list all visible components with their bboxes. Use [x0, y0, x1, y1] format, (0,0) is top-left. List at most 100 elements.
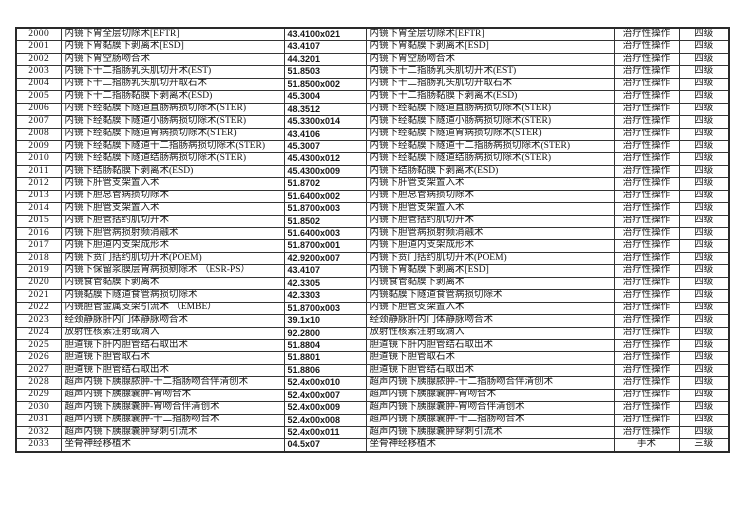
table-row: 2006 内镜下经黏膜下隧道直肠病损切除术(STER) 48.3512 内镜下经黏膜下… [15, 102, 730, 117]
row-number-cell: 2012 [15, 177, 62, 191]
standard-name-cell: 内镜下经黏膜下隧道十二指肠病损切除术(STER) [365, 139, 615, 154]
level-cell: 四级 [678, 264, 730, 278]
row-number-cell: 2004 [15, 77, 62, 92]
level-cell: 四级 [678, 115, 730, 129]
category-cell: 治疗性操作 [613, 52, 680, 67]
category-cell: 治疗性操作 [613, 301, 680, 316]
level-cell: 四级 [678, 413, 730, 428]
table-row: 2026 胆道镜下胆管取石术 51.8801 胆道镜下胆管取石术 治疗性操作 四级 [15, 351, 730, 365]
row-number-cell: 2011 [15, 164, 62, 179]
category-cell: 手术 [613, 438, 680, 453]
category-cell: 治疗性操作 [613, 351, 680, 365]
standard-name-cell: 超声内镜下胰腺囊肿-胃吻合术 [365, 388, 615, 403]
standard-name-cell: 内镜下胆总管病损切除术 [365, 189, 615, 204]
standard-name-cell: 内镜下十二指肠黏膜下剥离术(ESD) [365, 90, 615, 104]
procedure-code-cell: 51.8500x002 [283, 77, 367, 92]
level-cell: 四级 [678, 251, 730, 266]
table-row: 2030 超声内镜下胰腺囊肿-胃吻合伴清创术 52.4x00x009 超声内镜下胰腺囊… [15, 401, 730, 415]
category-cell: 治疗性操作 [613, 214, 680, 229]
table-row: 2005 内镜下十二指肠黏膜下剥离术(ESD) 45.3004 内镜下十二指肠黏膜下剥… [15, 90, 730, 104]
procedure-code-cell: 43.4107 [283, 264, 367, 278]
category-cell: 治疗性操作 [613, 326, 680, 340]
procedure-code-cell: 45.3300x014 [283, 115, 367, 129]
row-number-cell: 2025 [15, 338, 62, 353]
procedure-code-cell: 48.3512 [283, 102, 367, 117]
row-number-cell: 2007 [15, 115, 62, 129]
procedure-code-cell: 45.3007 [283, 139, 367, 154]
table-row: 2022 内镜胆管金属支架引流术 （EMBE） 51.8700x003 内镜下胆管支架… [15, 301, 730, 316]
row-number-cell: 2022 [15, 301, 62, 316]
row-number-cell: 2006 [15, 102, 62, 117]
procedure-code-cell: 52.4x00x009 [283, 401, 367, 415]
table-row: 2027 胆道镜下胆管结石取出术 51.8806 胆道镜下胆管结石取出术 治疗性操作 四级 [15, 363, 730, 378]
table-row: 2013 内镜下胆总管病损切除术 51.6400x002 内镜下胆总管病损切除术 治疗性… [15, 189, 730, 204]
row-number-cell: 2015 [15, 214, 62, 229]
category-cell: 治疗性操作 [613, 115, 680, 129]
procedure-code-cell: 43.4106 [283, 127, 367, 141]
category-cell: 治疗性操作 [613, 376, 680, 390]
level-cell: 四级 [678, 189, 730, 204]
row-number-cell: 2013 [15, 189, 62, 204]
standard-name-cell: 内镜黏膜下隧道食管病损切除术 [365, 289, 615, 303]
procedure-code-cell: 51.6400x003 [283, 226, 367, 241]
standard-name-cell: 经颈静脉肝内门体静脉吻合术 [365, 314, 615, 328]
row-number-cell: 2000 [15, 27, 62, 42]
procedure-name-cell: 胆道镜下胆管取石术 [60, 351, 285, 365]
level-cell: 四级 [678, 214, 730, 229]
standard-name-cell: 内镜下十二指肠乳头肌切开术(EST) [365, 65, 615, 79]
category-cell: 治疗性操作 [613, 202, 680, 216]
level-cell: 四级 [678, 139, 730, 154]
procedure-code-cell: 42.3303 [283, 289, 367, 303]
row-number-cell: 2008 [15, 127, 62, 141]
procedure-code-cell: 51.8801 [283, 351, 367, 365]
category-cell: 治疗性操作 [613, 425, 680, 440]
row-number-cell: 2033 [15, 438, 62, 453]
procedure-name-cell: 内镜下胃黏膜下剥离术[ESD] [60, 40, 285, 54]
level-cell: 四级 [678, 388, 730, 403]
procedure-name-cell: 放射性核素注射或滴入 [60, 326, 285, 340]
category-cell: 治疗性操作 [613, 177, 680, 191]
table-row: 2010 内镜下经黏膜下隧道结肠病损切除术(STER) 45.4300x012 内镜下… [15, 152, 730, 166]
table-row: 2021 内镜黏膜下隧道食管病损切除术 42.3303 内镜黏膜下隧道食管病损切除术治… [15, 289, 730, 303]
standard-name-cell: 内镜下经黏膜下隧道直肠病损切除术(STER) [365, 102, 615, 117]
category-cell: 治疗性操作 [613, 226, 680, 241]
table-row: 2019 内镜下保留浆膜层胃病损剜除术 （ESR-PS） 43.4107 内镜下胃黏膜… [15, 264, 730, 278]
category-cell: 治疗性操作 [613, 152, 680, 166]
procedure-name-cell: 超声内镜下胰腺囊肿-胃吻合术 [60, 388, 285, 403]
procedure-code-cell: 45.3004 [283, 90, 367, 104]
procedure-code-cell: 51.8804 [283, 338, 367, 353]
standard-name-cell: 内镜下胃全层切除术[EFTR] [365, 27, 615, 42]
procedure-table-body: 2000 内镜下胃全层切除术[EFTR] 43.4100x021 内镜下胃全层切除术[… [15, 27, 730, 453]
category-cell: 治疗性操作 [613, 251, 680, 266]
category-cell: 治疗性操作 [613, 276, 680, 291]
level-cell: 四级 [678, 326, 730, 340]
procedure-name-cell: 内镜下十二指肠乳头肌切开取石术 [60, 77, 285, 92]
table-row: 2011 内镜下结肠黏膜下剥离术(ESD) 45.4300x009 内镜下结肠黏膜下剥… [15, 164, 730, 179]
category-cell: 治疗性操作 [613, 102, 680, 117]
procedure-code-cell: 92.2800 [283, 326, 367, 340]
level-cell: 四级 [678, 226, 730, 241]
table-row: 2020 内镜食管黏膜下剥离术 42.3305 内镜食管黏膜下剥离术 治疗性操作 四级 [15, 276, 730, 291]
level-cell: 四级 [678, 177, 730, 191]
category-cell: 治疗性操作 [613, 189, 680, 204]
standard-name-cell: 内镜下胆管括约肌切开术 [365, 214, 615, 229]
row-number-cell: 2030 [15, 401, 62, 415]
table-row: 2007 内镜下经黏膜下隧道小肠病损切除术(STER) 45.3300x014 内镜下… [15, 115, 730, 129]
procedure-name-cell: 超声内镜下胰腺脓肿-十二指肠吻合伴清创术 [60, 376, 285, 390]
table-row: 2023 经颈静脉肝内门体静脉吻合术 39.1x10 经颈静脉肝内门体静脉吻合术 治疗性… [15, 314, 730, 328]
level-cell: 四级 [678, 127, 730, 141]
standard-name-cell: 内镜下胆道内支架成形术 [365, 239, 615, 253]
category-cell: 治疗性操作 [613, 363, 680, 378]
procedure-name-cell: 经颈静脉肝内门体静脉吻合术 [60, 314, 285, 328]
row-number-cell: 2028 [15, 376, 62, 390]
row-number-cell: 2017 [15, 239, 62, 253]
level-cell: 四级 [678, 425, 730, 440]
table-row: 2028 超声内镜下胰腺脓肿-十二指肠吻合伴清创术 52.4x00x010 超声内镜下… [15, 376, 730, 390]
procedure-name-cell: 内镜下胆道内支架成形术 [60, 239, 285, 253]
procedure-code-cell: 51.8700x001 [283, 239, 367, 253]
category-cell: 治疗性操作 [613, 289, 680, 303]
table-row: 2015 内镜下胆管括约肌切开术 51.8502 内镜下胆管括约肌切开术 治疗性操作 四级 [15, 214, 730, 229]
level-cell: 四级 [678, 239, 730, 253]
procedure-name-cell: 超声内镜下胰腺囊肿-十二指肠吻合术 [60, 413, 285, 428]
level-cell: 四级 [678, 289, 730, 303]
